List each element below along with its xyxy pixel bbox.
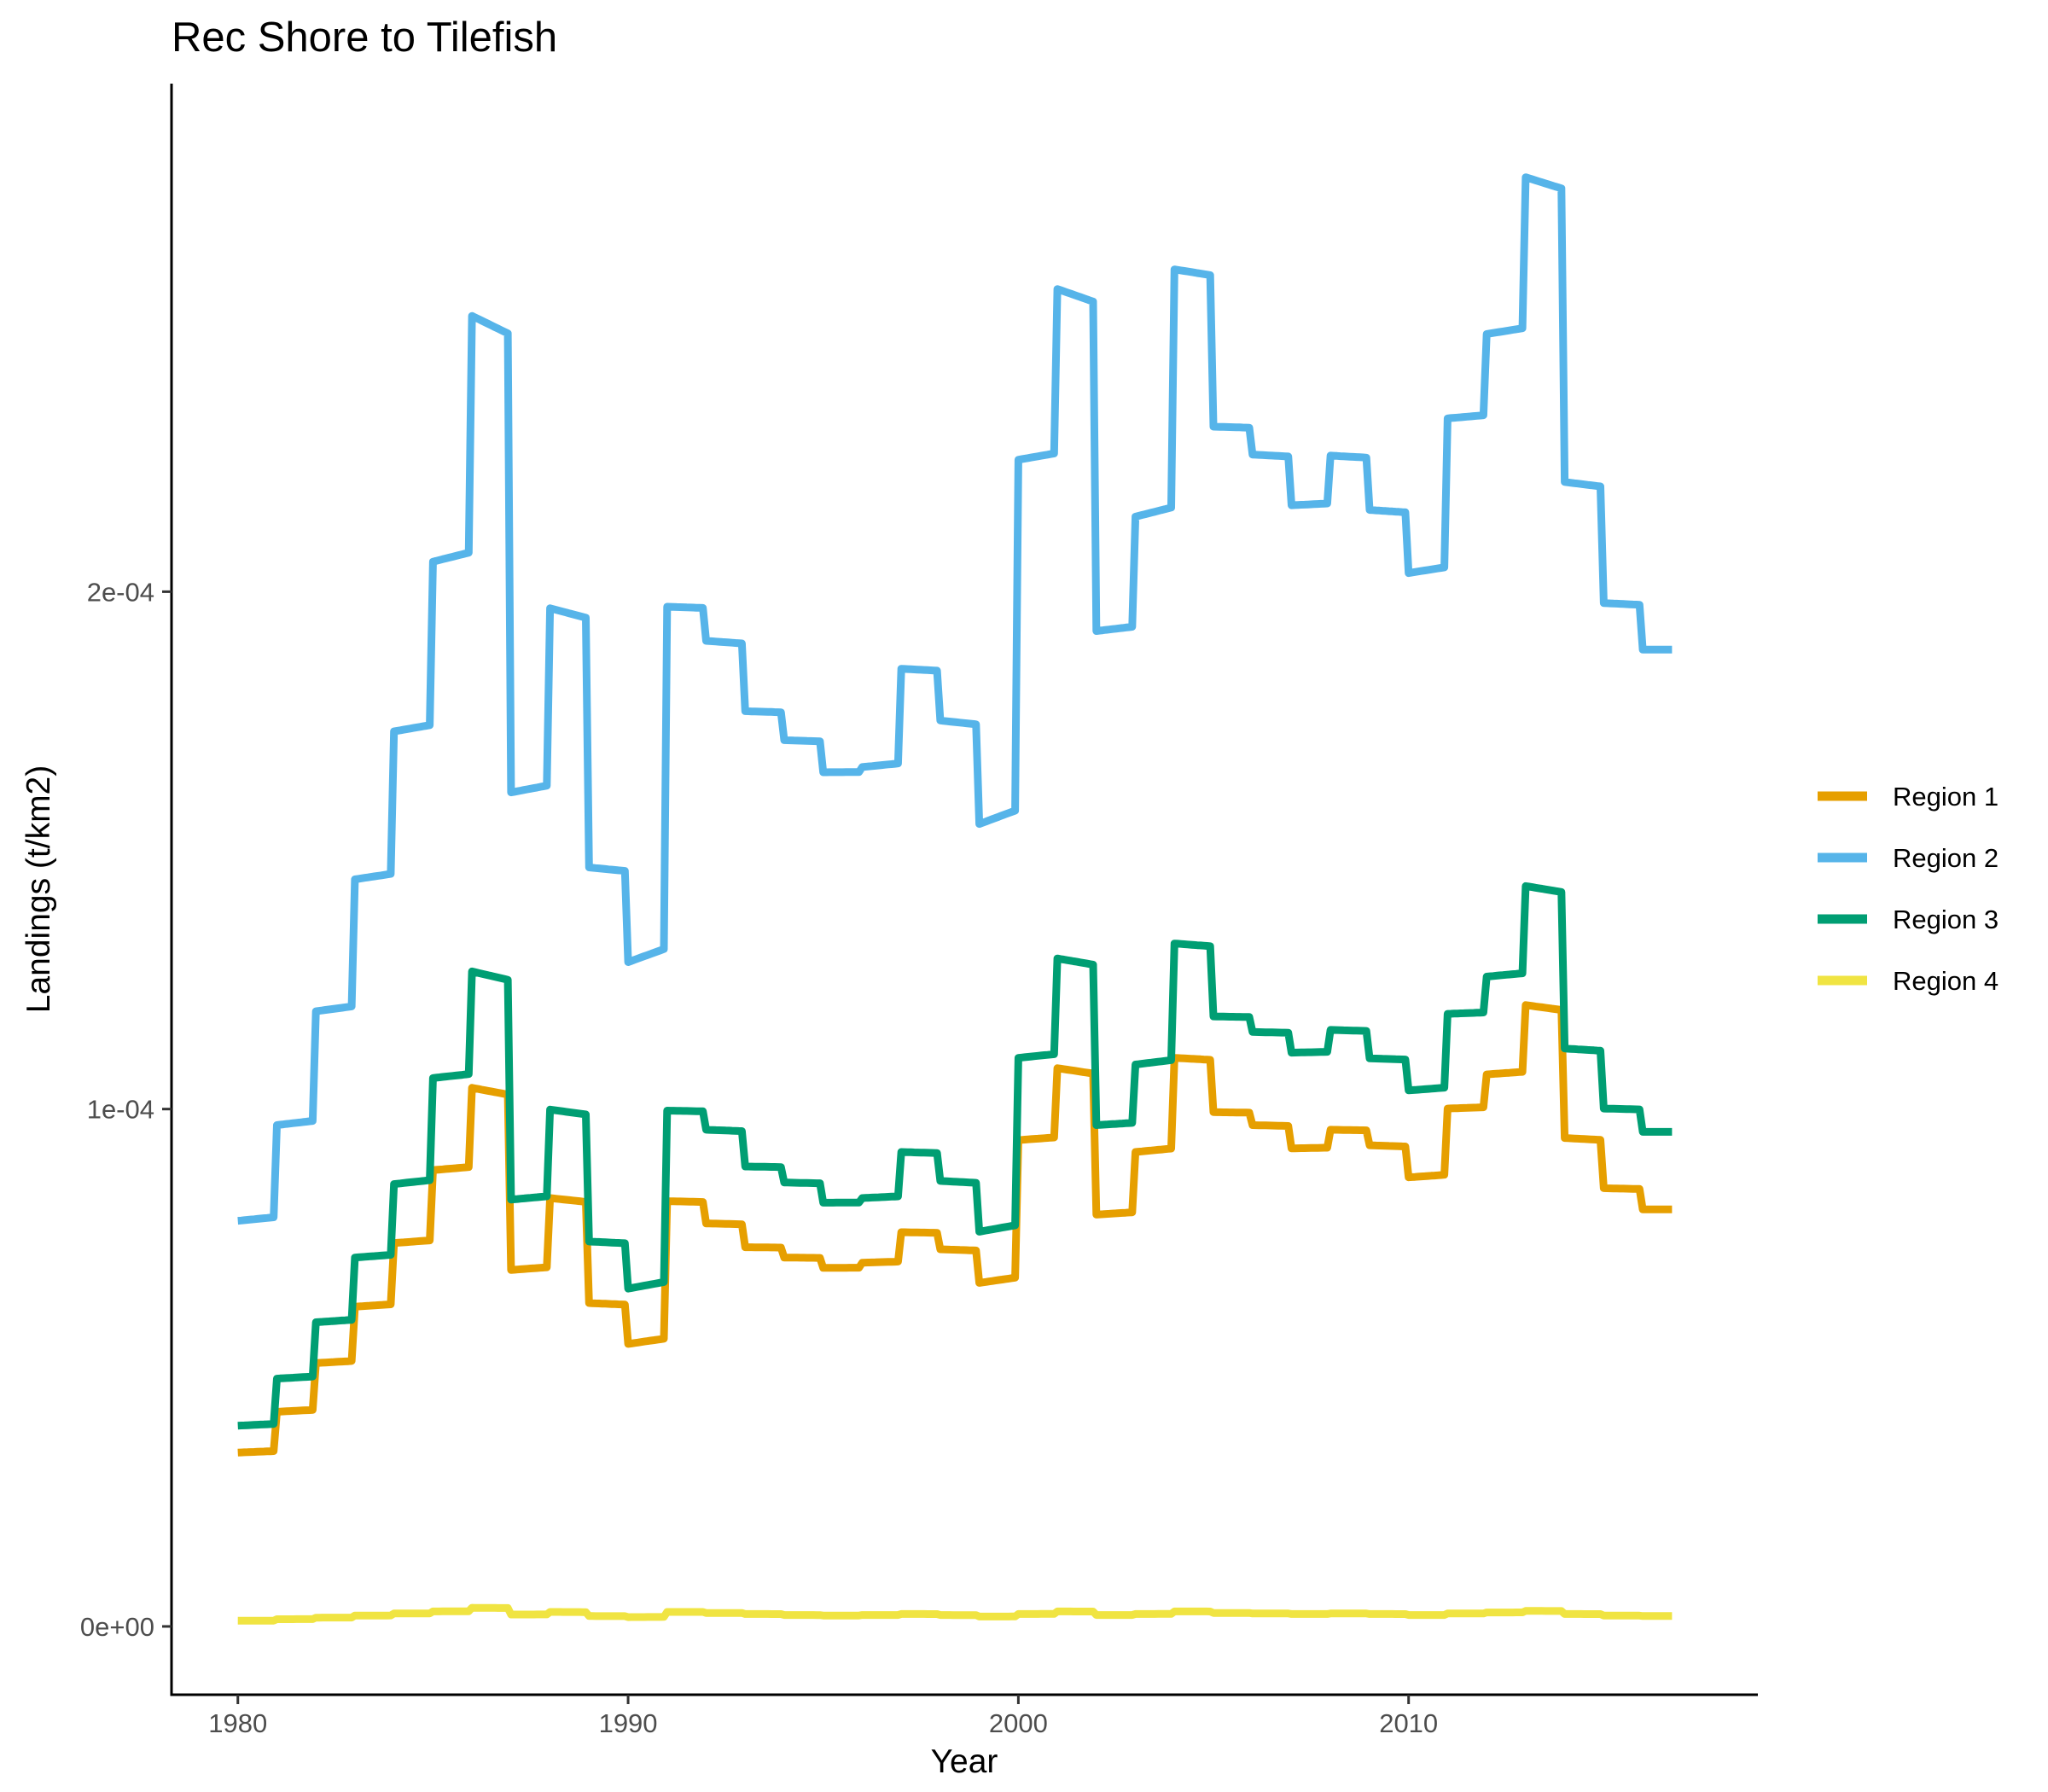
series-line-region-3 [237, 881, 1673, 1430]
y-tick-label: 0e+00 [80, 1612, 154, 1642]
x-tick-label: 1980 [208, 1708, 267, 1738]
y-tick-label: 1e-04 [87, 1095, 154, 1125]
legend-label-region-4: Region 4 [1893, 966, 1999, 996]
y-axis-ticks: 0e+00 1e-04 2e-04 [80, 577, 172, 1642]
series-line-region-4 [237, 1603, 1673, 1625]
chart-title: Rec Shore to Tilefish [172, 15, 557, 61]
legend-label-region-2: Region 2 [1893, 843, 1999, 873]
x-axis-title: Year [931, 1743, 998, 1780]
legend-label-region-3: Region 3 [1893, 905, 1999, 934]
legend-label-region-1: Region 1 [1893, 782, 1999, 812]
legend: Region 1 Region 2 Region 3 Region 4 [1818, 782, 1999, 996]
series-line-region-2 [237, 173, 1673, 1225]
series-layer [237, 173, 1673, 1625]
series-line-region-1 [237, 1001, 1673, 1457]
x-tick-label: 1990 [599, 1708, 658, 1738]
x-tick-label: 2010 [1379, 1708, 1438, 1738]
y-tick-label: 2e-04 [87, 577, 154, 607]
x-axis-ticks: 1980 1990 2000 2010 [208, 1695, 1438, 1738]
y-axis-title: Landings (t/km2) [20, 765, 57, 1013]
x-tick-label: 2000 [989, 1708, 1048, 1738]
